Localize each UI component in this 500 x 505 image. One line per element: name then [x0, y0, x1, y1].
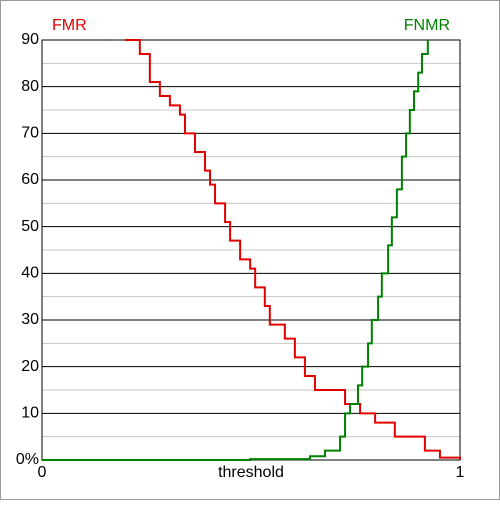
x-tick-label: 0	[38, 464, 47, 481]
legend-label: FMR	[52, 17, 87, 34]
y-tick-label: 0%	[16, 451, 39, 468]
x-axis-label: threshold	[218, 464, 284, 481]
y-tick-label: 20	[21, 358, 39, 375]
y-tick-label: 50	[21, 218, 39, 235]
step-line	[42, 40, 429, 461]
y-tick-label: 10	[21, 405, 39, 422]
x-tick-label: 1	[456, 464, 465, 481]
y-tick-label: 60	[21, 171, 39, 188]
y-tick-label: 70	[21, 125, 39, 142]
y-tick-label: 80	[21, 78, 39, 95]
legend-label: FNMR	[404, 17, 450, 34]
y-tick-label: 90	[21, 31, 39, 48]
y-tick-label: 40	[21, 265, 39, 282]
step-line	[125, 39, 461, 460]
y-tick-label: 30	[21, 311, 39, 328]
